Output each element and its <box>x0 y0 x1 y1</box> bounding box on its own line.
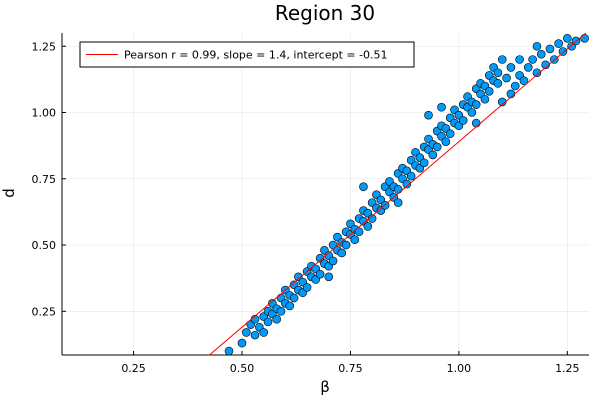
data-point <box>545 44 555 54</box>
data-point <box>302 283 312 292</box>
data-point <box>242 328 251 337</box>
data-point <box>259 328 268 337</box>
data-point <box>263 317 273 327</box>
data-point <box>458 116 468 125</box>
data-point <box>541 60 550 70</box>
axes <box>61 33 589 356</box>
data-point <box>250 330 260 340</box>
x-tick-label: 1.00 <box>447 362 472 375</box>
data-point <box>528 55 537 64</box>
data-point <box>493 68 503 78</box>
data-point <box>484 87 494 96</box>
data-point <box>237 338 247 348</box>
y-tick-label: 0.50 <box>32 239 57 252</box>
data-point <box>471 118 481 128</box>
legend-label: Pearson r = 0.99, slope = 1.4, intercept… <box>124 49 388 62</box>
data-point <box>497 55 507 64</box>
data-point <box>523 63 533 72</box>
data-point <box>445 129 455 139</box>
data-point <box>515 55 524 64</box>
data-point <box>406 171 416 181</box>
data-point <box>359 182 368 192</box>
data-point <box>554 39 563 48</box>
data-point <box>328 256 338 266</box>
data-point <box>419 158 429 168</box>
data-point <box>402 179 412 189</box>
x-tick-label: 1.25 <box>555 362 580 375</box>
data-point <box>367 214 377 223</box>
data-point <box>337 248 347 258</box>
data-point <box>276 306 286 316</box>
data-point <box>506 63 516 72</box>
y-tick-label: 0.75 <box>32 173 57 186</box>
data-point <box>315 269 325 279</box>
data-point <box>272 314 282 324</box>
data-point <box>437 102 446 112</box>
x-axis-label: β <box>320 378 330 396</box>
data-point <box>289 293 299 303</box>
y-tick-label: 0.25 <box>32 305 57 318</box>
data-point <box>432 142 442 152</box>
data-point <box>480 94 490 104</box>
data-point <box>497 97 507 107</box>
data-point <box>493 79 503 88</box>
chart-title: Region 30 <box>275 1 375 25</box>
data-point <box>558 47 568 56</box>
y-tick-label: 1.00 <box>32 107 57 120</box>
data-point <box>563 34 572 43</box>
x-tick-label: 0.25 <box>121 362 146 375</box>
grid <box>62 33 589 355</box>
data-point <box>580 34 589 43</box>
data-point <box>324 272 334 282</box>
data-point <box>424 110 433 120</box>
data-points <box>224 34 589 356</box>
legend: Pearson r = 0.99, slope = 1.4, intercept… <box>79 41 415 68</box>
y-tick-label: 1.25 <box>32 40 57 53</box>
data-point <box>363 222 373 231</box>
fit-line <box>209 32 587 356</box>
x-tick-label: 0.75 <box>338 362 363 375</box>
data-point <box>471 100 481 109</box>
data-point <box>393 185 403 194</box>
data-point <box>393 198 403 207</box>
data-point <box>510 81 520 91</box>
data-point <box>502 73 511 83</box>
x-tick-label: 0.50 <box>230 362 255 375</box>
fit-line-group <box>209 32 587 356</box>
data-point <box>285 301 295 311</box>
data-point <box>532 41 542 51</box>
data-point <box>428 150 438 160</box>
data-point <box>536 49 546 59</box>
data-point <box>354 227 364 237</box>
data-point <box>341 240 351 250</box>
ticks: 0.25 0.50 0.75 1.00 1.25 0.25 0.50 0.75 1.00 1.25 <box>32 40 580 375</box>
legend-box <box>79 41 415 68</box>
data-point <box>519 76 529 86</box>
data-point <box>467 108 477 117</box>
data-point <box>224 346 234 356</box>
data-point <box>441 137 451 146</box>
y-axis-label: d <box>0 188 18 198</box>
data-point <box>532 68 542 78</box>
data-point <box>350 235 360 245</box>
